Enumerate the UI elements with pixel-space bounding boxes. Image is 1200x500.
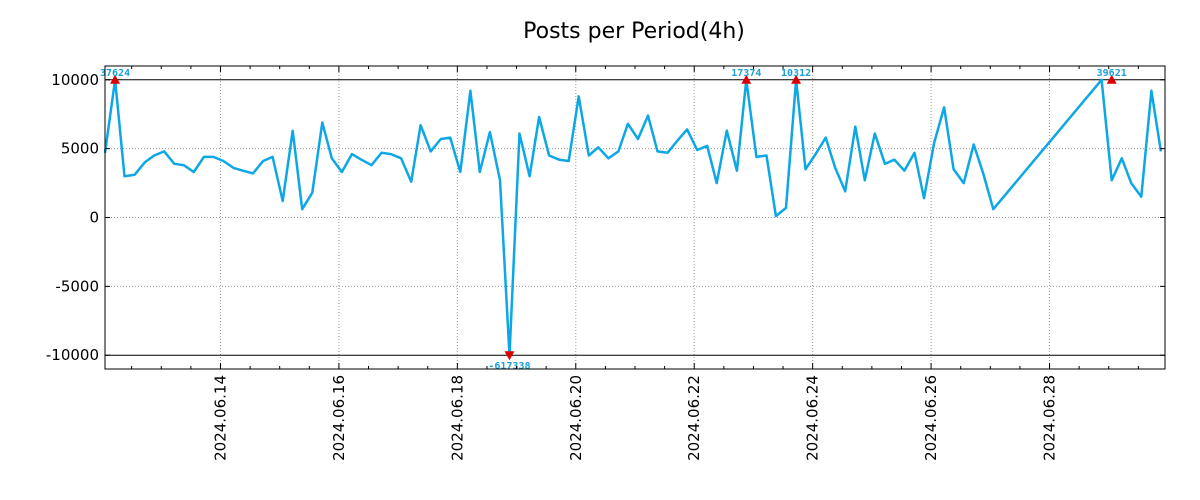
clip-lines — [105, 79, 1165, 356]
outlier-marker — [741, 74, 752, 84]
y-tick-label: 0 — [89, 209, 99, 227]
outlier-label: 17374 — [731, 68, 761, 79]
y-axis-ticks: 10000 5000 0 -5000 -10000 — [46, 71, 1165, 364]
grid-layer — [105, 66, 1165, 369]
x-axis-ticks: 2024.06.14 2024.06.16 2024.06.18 2024.06.20… — [131, 66, 1139, 461]
x-tick-label: 2024.06.26 — [922, 375, 940, 461]
y-tick-label: 5000 — [61, 140, 99, 158]
outlier-label: 10312 — [781, 68, 811, 79]
outlier-label: 39621 — [1097, 68, 1127, 79]
x-tick-label: 2024.06.24 — [804, 375, 822, 461]
x-tick-label: 2024.06.20 — [567, 375, 585, 461]
outlier-label: -617338 — [488, 361, 530, 372]
outlier-marker — [1106, 74, 1117, 84]
y-tick-label: -10000 — [46, 346, 99, 364]
outlier-marker — [504, 351, 515, 361]
outlier-marker — [791, 74, 802, 84]
outlier-markers: 37624 -617338 17374 10312 39621 — [100, 68, 1127, 372]
chart-title: Posts per Period(4h) — [523, 19, 745, 44]
series-layer — [103, 78, 1163, 357]
outlier-label: 37624 — [100, 68, 130, 79]
y-tick-label: 10000 — [51, 71, 99, 89]
outlier-marker — [110, 74, 121, 84]
posts-series-line — [103, 78, 1163, 357]
y-tick-label: -5000 — [55, 277, 99, 295]
x-tick-label: 2024.06.16 — [330, 375, 348, 461]
x-tick-label: 2024.06.18 — [448, 375, 466, 461]
x-tick-label: 2024.06.14 — [211, 375, 229, 461]
x-tick-label: 2024.06.22 — [685, 375, 703, 461]
x-tick-label: 2024.06.28 — [1041, 375, 1059, 461]
